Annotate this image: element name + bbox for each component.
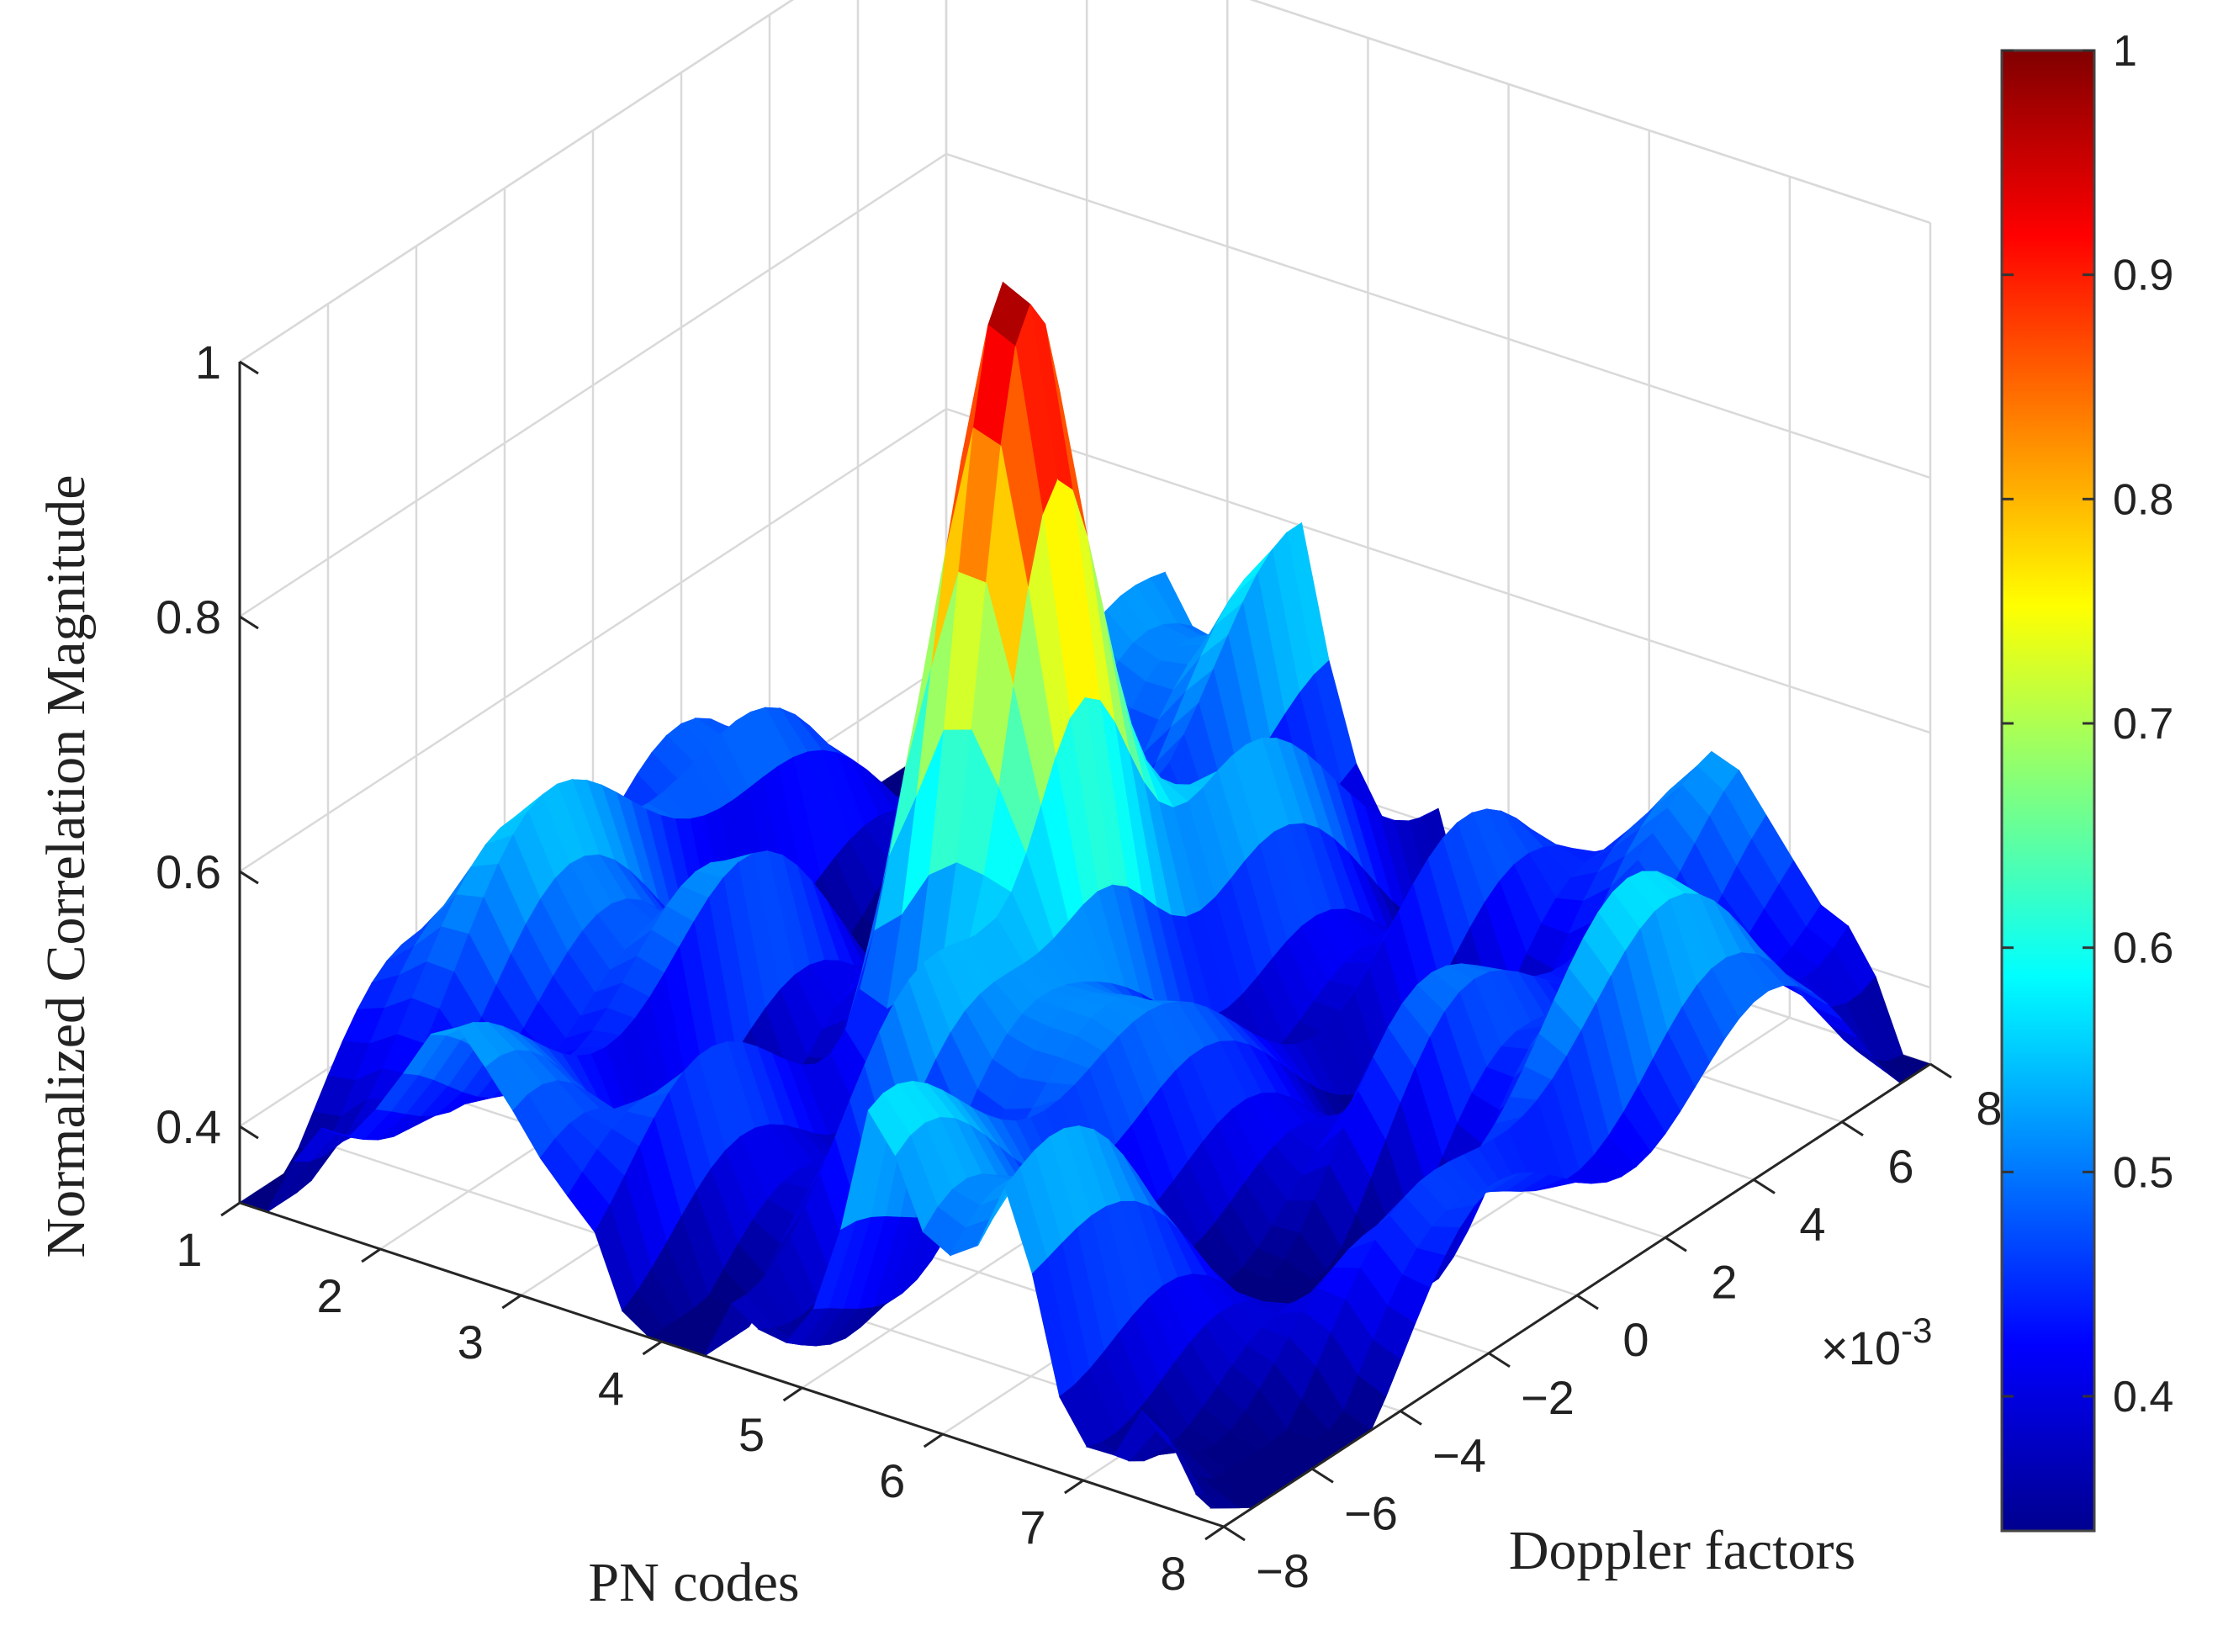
x-tick-label: 7 (1019, 1501, 1045, 1554)
colorbar: 0.4 0.5 0.6 0.7 0.8 0.9 1 (2000, 27, 2173, 1533)
colorbar-gradient (2000, 49, 2096, 1533)
y-tick-mark (1576, 1294, 1599, 1310)
y-tick-mark (1311, 1467, 1334, 1484)
z-tick-mark (239, 1125, 259, 1140)
surface-patch (1194, 1493, 1241, 1509)
y-tick-mark (1753, 1178, 1776, 1194)
y-tick-label: −4 (1432, 1429, 1486, 1482)
x-tick-mark (501, 1294, 522, 1310)
x-tick-mark (782, 1386, 803, 1402)
x-tick-label: 2 (317, 1269, 343, 1322)
y-exponent-power: -3 (1901, 1310, 1932, 1350)
colorbar-tick-label: 0.7 (2113, 700, 2173, 749)
axes: 1 2 3 4 5 6 7 8 −8 −6 −4 −2 0 2 4 6 8 0.4 0.6 0.8 1 (156, 336, 2002, 1600)
grid-line (239, 152, 1931, 618)
z-tick-label: 1 (195, 336, 221, 389)
x-tick-label: 8 (1160, 1547, 1186, 1600)
x-tick-label: 5 (738, 1408, 765, 1461)
x-tick-label: 1 (176, 1223, 202, 1276)
z-tick-label: 0.8 (156, 590, 221, 643)
y-tick-label: −8 (1256, 1544, 1310, 1597)
y-axis-label: Doppler factors (1509, 1520, 1855, 1581)
colorbar-tick-label: 0.6 (2113, 924, 2173, 973)
y-tick-mark (1223, 1525, 1246, 1542)
grid-line (239, 0, 1931, 363)
y-tick-label: 0 (1622, 1313, 1649, 1366)
x-tick-mark (220, 1201, 241, 1217)
colorbar-tick-label: 0.9 (2113, 252, 2173, 300)
y-tick-label: 4 (1799, 1198, 1825, 1251)
z-tick-label: 0.6 (156, 845, 221, 898)
colorbar-tick-label: 0.5 (2113, 1148, 2173, 1197)
x-axis-line (239, 1201, 1225, 1528)
x-tick-label: 6 (879, 1454, 905, 1507)
y-tick-label: 6 (1887, 1140, 1913, 1193)
z-tick-label: 0.4 (156, 1100, 221, 1153)
x-tick-mark (642, 1340, 663, 1356)
y-tick-mark (1488, 1352, 1511, 1369)
x-tick-label: 3 (458, 1316, 484, 1369)
y-axis-exponent: ×10-3 (1821, 1310, 1932, 1374)
x-tick-mark (1064, 1479, 1084, 1495)
colorbar-tick-label: 0.8 (2113, 475, 2173, 524)
colorbar-tick-label: 0.4 (2113, 1373, 2173, 1422)
y-tick-label: 2 (1711, 1255, 1737, 1308)
axis-labels: PN codes Doppler factors Normalized Corr… (35, 474, 1932, 1613)
colorbar-ticks: 0.4 0.5 0.6 0.7 0.8 0.9 1 (2002, 27, 2173, 1422)
x-tick-mark (923, 1432, 944, 1448)
y-tick-label: −6 (1344, 1486, 1398, 1539)
grid-line (239, 407, 1931, 873)
z-tick-mark (239, 615, 259, 630)
colorbar-tick-label: 1 (2113, 27, 2137, 76)
y-tick-mark (1400, 1410, 1422, 1426)
x-tick-mark (361, 1247, 381, 1263)
x-tick-label: 4 (598, 1362, 624, 1415)
y-tick-mark (1841, 1120, 1864, 1137)
z-tick-mark (239, 870, 259, 885)
x-tick-mark (1204, 1525, 1225, 1541)
y-tick-label: −2 (1521, 1371, 1575, 1424)
surface (238, 281, 1932, 1509)
x-axis-label: PN codes (588, 1552, 799, 1613)
y-tick-mark (1665, 1236, 1687, 1252)
grid-line (239, 0, 1931, 363)
y-tick-mark (1929, 1062, 1952, 1079)
y-exponent-base: ×10 (1821, 1321, 1901, 1374)
z-axis-label: Normalized Correlation Magnitude (35, 474, 97, 1258)
y-tick-label: 8 (1976, 1082, 2002, 1135)
z-tick-mark (239, 360, 259, 375)
